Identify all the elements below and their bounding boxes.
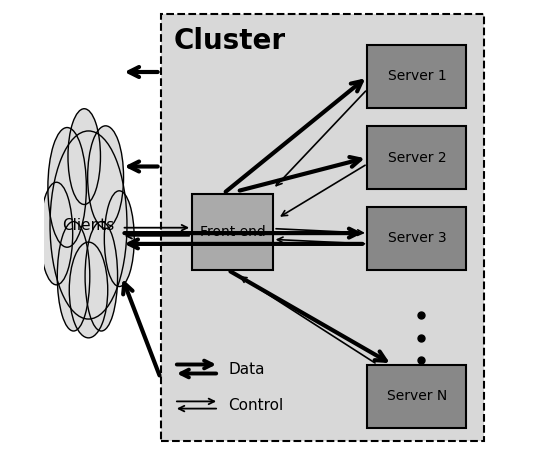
Text: Server 2: Server 2	[388, 150, 446, 165]
Text: Cluster: Cluster	[174, 27, 286, 55]
FancyBboxPatch shape	[367, 45, 467, 108]
Text: Front end: Front end	[200, 225, 265, 239]
Text: Server N: Server N	[387, 389, 447, 403]
FancyBboxPatch shape	[367, 126, 467, 189]
Ellipse shape	[40, 182, 72, 285]
Text: Clients: Clients	[62, 217, 114, 233]
Text: Data: Data	[228, 361, 265, 377]
Ellipse shape	[50, 131, 127, 319]
Ellipse shape	[69, 242, 108, 338]
Text: Control: Control	[228, 397, 283, 413]
FancyBboxPatch shape	[367, 364, 467, 427]
FancyBboxPatch shape	[192, 194, 273, 270]
FancyBboxPatch shape	[161, 14, 484, 441]
Ellipse shape	[57, 221, 90, 331]
Ellipse shape	[88, 126, 124, 229]
Text: Server 3: Server 3	[388, 231, 446, 246]
Ellipse shape	[48, 127, 86, 247]
Text: Server 1: Server 1	[388, 69, 446, 84]
Ellipse shape	[85, 221, 118, 331]
Ellipse shape	[68, 109, 100, 204]
Ellipse shape	[104, 191, 134, 287]
FancyBboxPatch shape	[367, 207, 467, 270]
